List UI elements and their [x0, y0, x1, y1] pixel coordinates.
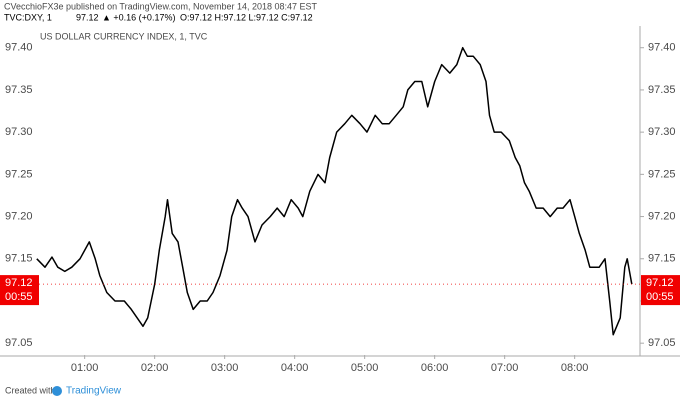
y-tick-label-right: 97.40	[648, 42, 676, 54]
countdown-left: 00:55	[5, 291, 33, 303]
y-tick-label: 97.15	[5, 253, 33, 265]
y-tick-label: 97.40	[5, 42, 33, 54]
y-tick-label: 97.05	[5, 337, 33, 349]
y-tick-label-right: 97.35	[648, 84, 676, 96]
x-tick-label: 06:00	[421, 362, 449, 374]
symbol: TVC:DXY, 1	[4, 12, 52, 22]
y-tick-label-right: 97.30	[648, 126, 676, 138]
x-tick-label: 04:00	[281, 362, 309, 374]
last-price-label-left: 97.12	[5, 277, 33, 289]
last-price-box-right	[641, 275, 680, 306]
x-tick-label: 01:00	[71, 362, 99, 374]
y-tick-label: 97.35	[5, 84, 33, 96]
change: ▲ +0.16 (+0.17%)	[102, 12, 175, 22]
y-tick-label-right: 97.15	[648, 253, 676, 265]
y-tick-label: 97.25	[5, 168, 33, 180]
countdown-right: 00:55	[646, 291, 674, 303]
last-price-box-left	[0, 275, 39, 306]
footer-bar	[0, 378, 680, 401]
brand-icon	[52, 386, 62, 396]
last-price-label-right: 97.12	[646, 277, 674, 289]
price-line	[36, 46, 633, 336]
publisher: CVecchioFX3e published on TradingView.co…	[4, 1, 318, 11]
x-tick-label: 03:00	[211, 362, 239, 374]
y-tick-label: 97.20	[5, 210, 33, 222]
x-tick-label: 08:00	[561, 362, 589, 374]
y-tick-label-right: 97.05	[648, 337, 676, 349]
footer-created: Created with	[5, 385, 56, 395]
chart-title: US DOLLAR CURRENCY INDEX, 1, TVC	[40, 31, 208, 41]
footer-brand: TradingView	[66, 386, 122, 397]
ohlc: O:97.12 H:97.12 L:97.12 C:97.12	[180, 12, 313, 22]
y-tick-label: 97.30	[5, 126, 33, 138]
last-price-header: 97.12	[76, 12, 99, 22]
x-tick-label: 07:00	[491, 362, 519, 374]
y-tick-label-right: 97.20	[648, 210, 676, 222]
x-tick-label: 02:00	[141, 362, 169, 374]
x-tick-label: 05:00	[351, 362, 379, 374]
y-tick-label-right: 97.25	[648, 168, 676, 180]
